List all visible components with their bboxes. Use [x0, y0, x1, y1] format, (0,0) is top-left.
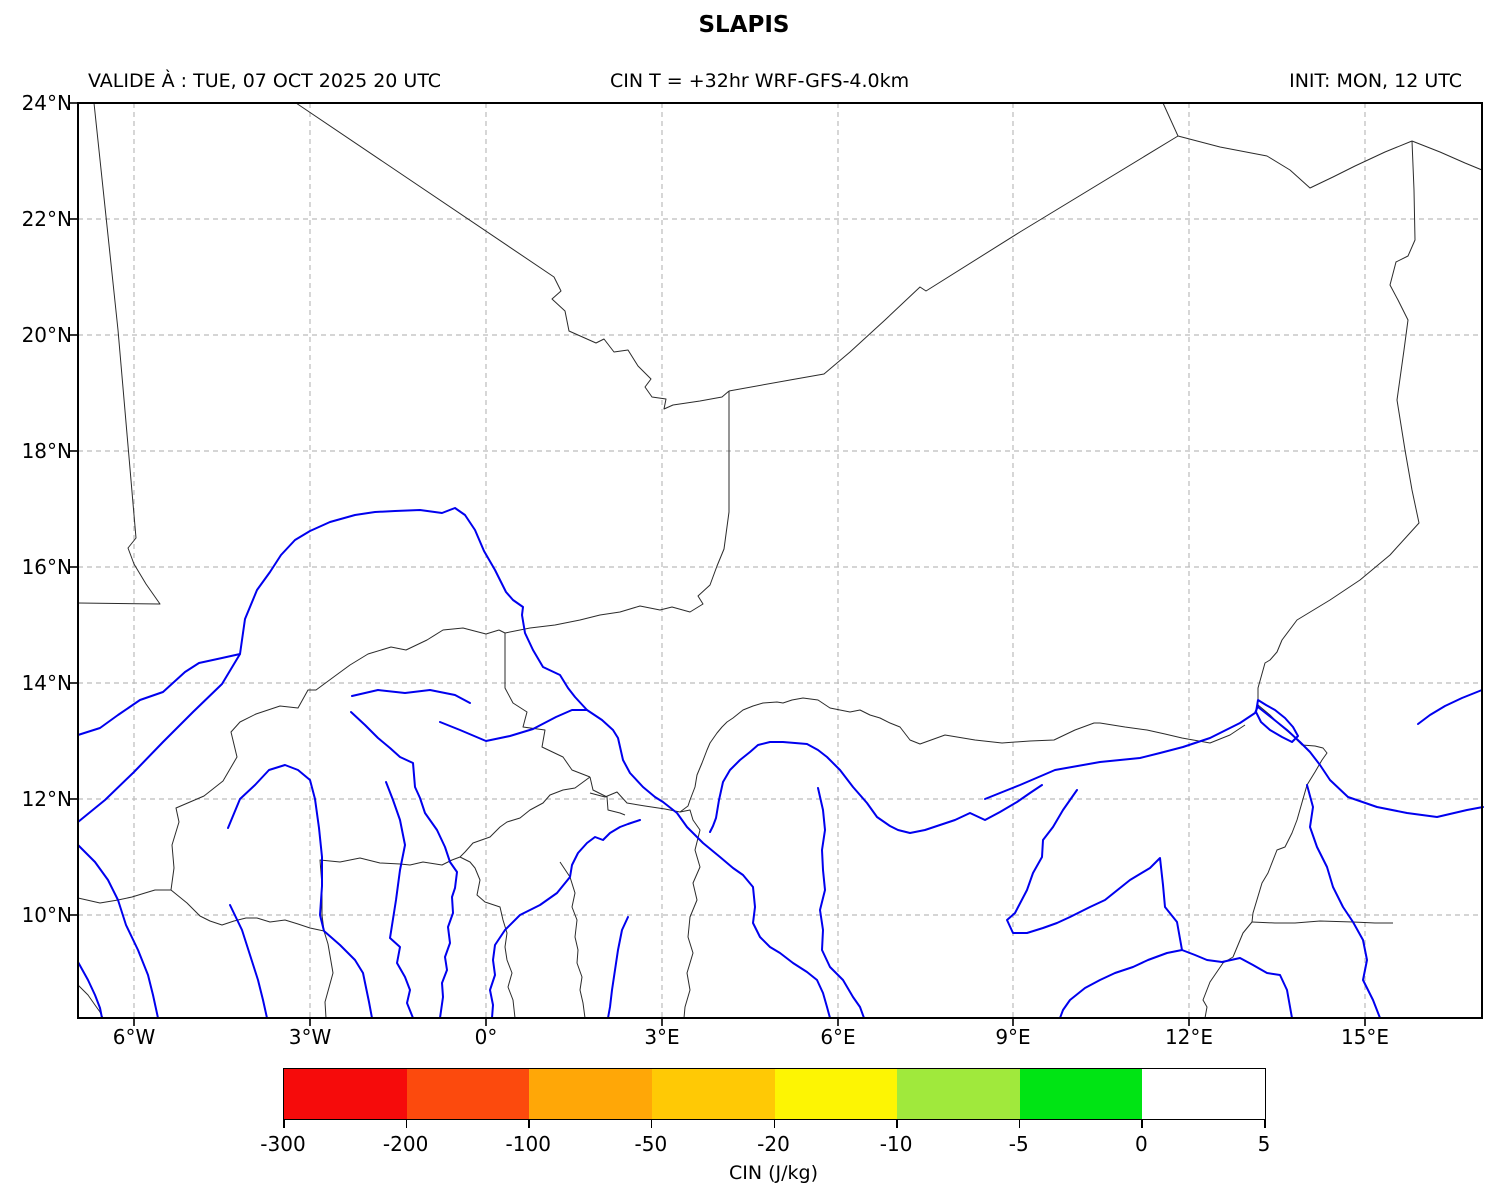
colorbar-tick — [405, 1119, 408, 1128]
x-tick-label: 9°E — [995, 1025, 1031, 1049]
country-border-path — [589, 776, 626, 816]
y-tick-label: 24°N — [21, 91, 72, 115]
country-border-path — [1177, 135, 1413, 189]
river-path — [77, 961, 103, 1019]
x-tick-label: 3°W — [288, 1025, 332, 1049]
river-path — [439, 709, 588, 742]
colorbar-tick-label: -200 — [382, 1132, 429, 1156]
river-path — [77, 653, 241, 823]
country-border-path — [559, 861, 586, 1019]
river-path — [489, 819, 641, 1019]
valid-time-label: VALIDE À : TUE, 07 OCT 2025 20 UTC — [88, 70, 442, 92]
colorbar-tick-label: -20 — [757, 1132, 790, 1156]
country-border-path — [1251, 920, 1393, 924]
x-tick-label: 6°W — [112, 1025, 156, 1049]
country-border-path — [77, 984, 104, 1019]
colorbar-tick — [773, 1119, 776, 1128]
colorbar-tick — [650, 1119, 653, 1128]
colorbar-segment — [651, 1069, 775, 1119]
colorbar-tick — [1141, 1119, 1143, 1128]
country-border-path — [504, 633, 591, 778]
colorbar-tick-label: 5 — [1257, 1132, 1271, 1156]
colorbar-segment — [897, 1069, 1020, 1119]
country-border-path — [589, 791, 681, 813]
river-path — [607, 916, 629, 1019]
colorbar-title: CIN (J/kg) — [728, 1162, 819, 1184]
river-path — [350, 711, 458, 1019]
y-tick-label: 18°N — [21, 439, 72, 463]
y-tick-label: 12°N — [21, 787, 72, 811]
country-border-path — [1251, 140, 1420, 923]
country-border-path — [679, 809, 701, 1019]
country-border-path — [1162, 102, 1179, 137]
map-frame — [77, 102, 1483, 1019]
country-border-path — [323, 930, 334, 1019]
river-path — [227, 764, 373, 1019]
river-path — [817, 787, 865, 1019]
colorbar-segment — [529, 1069, 652, 1119]
colorbar-segment — [284, 1069, 407, 1119]
page-title: SLAPIS — [698, 12, 790, 38]
river-path — [351, 689, 471, 704]
colorbar-tick — [1018, 1119, 1021, 1128]
colorbar-segment — [1019, 1069, 1143, 1119]
x-tick-label: 6°E — [820, 1025, 856, 1049]
colorbar-segment — [406, 1069, 530, 1119]
river-path — [1417, 689, 1483, 725]
colorbar-tick — [1264, 1119, 1266, 1128]
colorbar-tick-label: -100 — [505, 1132, 551, 1156]
colorbar-segment — [774, 1069, 898, 1119]
country-border-path — [459, 776, 591, 858]
colorbar — [283, 1068, 1266, 1120]
colorbar-tick-label: -300 — [260, 1132, 306, 1156]
country-border-path — [1411, 140, 1483, 171]
river-path — [77, 844, 159, 1019]
river-path — [229, 904, 268, 1019]
river-path — [709, 741, 1043, 834]
x-tick-label: 12°E — [1164, 1025, 1214, 1049]
colorbar-tick-label: -5 — [1008, 1132, 1029, 1156]
river-path — [1255, 699, 1299, 743]
country-border-path — [77, 889, 171, 904]
x-tick-label: 15°E — [1340, 1025, 1390, 1049]
forecast-info-label: CIN T = +32hr WRF-GFS-4.0km — [610, 70, 910, 92]
river-path — [1306, 784, 1381, 1019]
colorbar-tick — [283, 1119, 285, 1128]
colorbar-tick-label: -10 — [879, 1132, 913, 1156]
country-border-path — [679, 697, 1246, 813]
country-border-path — [170, 627, 500, 891]
river-path — [1257, 706, 1484, 818]
y-tick-label: 10°N — [21, 903, 72, 927]
country-border-path — [170, 889, 325, 932]
country-border-path — [498, 391, 730, 634]
country-border-path — [77, 102, 161, 605]
river-path — [385, 781, 414, 1019]
x-tick-label: 0° — [474, 1025, 498, 1049]
init-time-label: INIT: MON, 12 UTC — [1289, 70, 1462, 92]
y-tick-label: 16°N — [21, 555, 72, 579]
river-path — [1059, 949, 1293, 1019]
y-tick-label: 20°N — [21, 323, 72, 347]
colorbar-tick-label: 0 — [1135, 1132, 1148, 1156]
river-path — [77, 507, 831, 1019]
country-border-path — [1202, 921, 1253, 1019]
country-border-path — [728, 135, 1179, 392]
river-path — [984, 705, 1259, 800]
country-border-path — [459, 856, 516, 1019]
x-tick-label: 3°E — [644, 1025, 680, 1049]
country-border-path — [319, 856, 461, 932]
y-tick-label: 22°N — [21, 207, 72, 231]
colorbar-tick-label: -50 — [634, 1132, 668, 1156]
river-path — [1006, 789, 1183, 951]
colorbar-segment — [1142, 1069, 1265, 1119]
country-border-path — [295, 102, 730, 410]
colorbar-tick — [896, 1119, 898, 1128]
y-tick-label: 14°N — [21, 671, 72, 695]
colorbar-tick — [528, 1119, 530, 1128]
